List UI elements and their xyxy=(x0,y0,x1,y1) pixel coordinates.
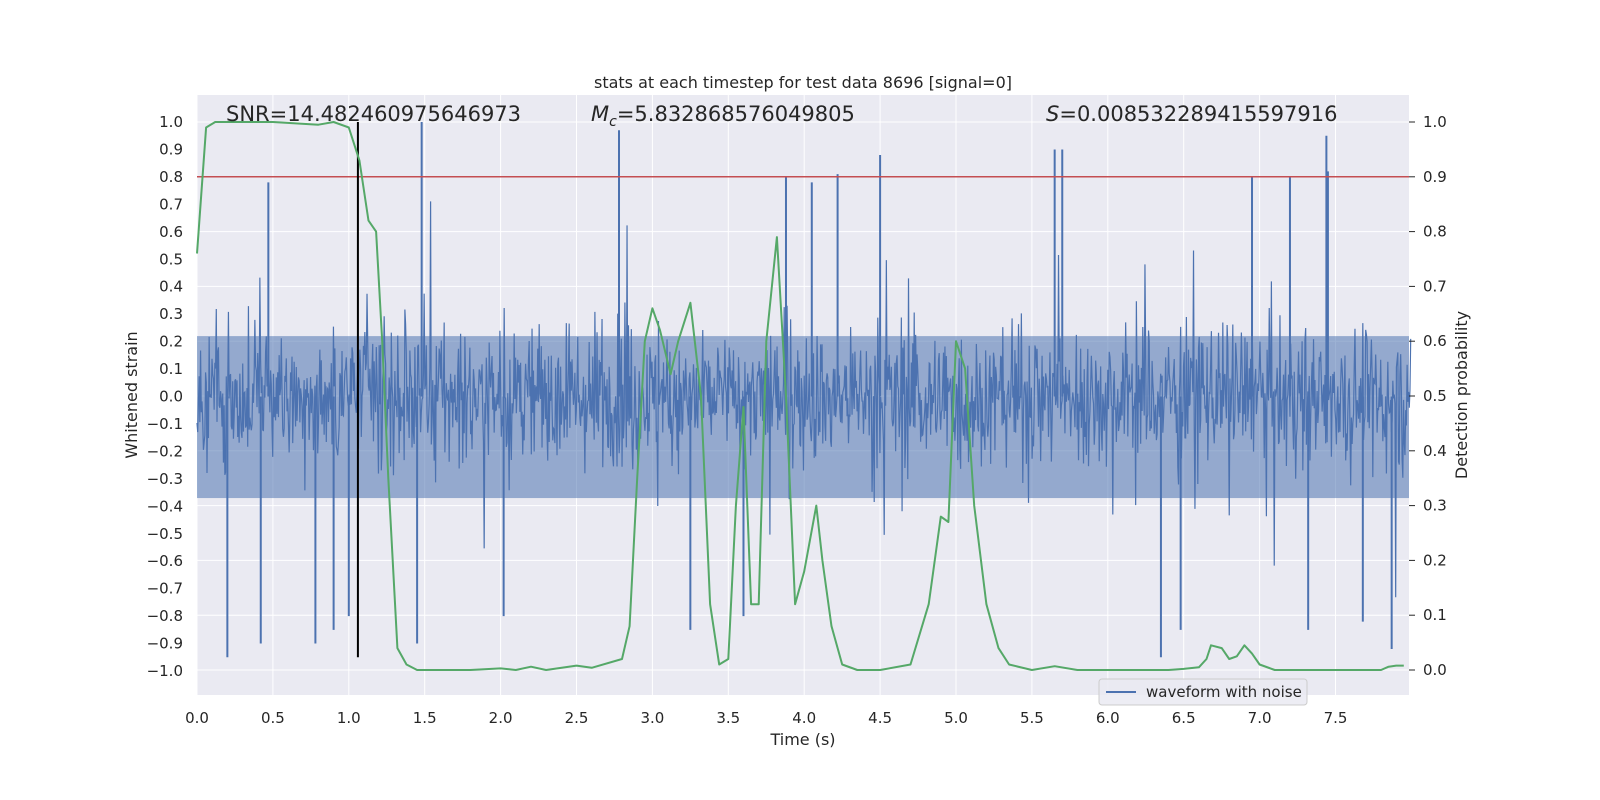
y-tick-label: 0.8 xyxy=(159,168,183,186)
x-axis-ticks: 0.0 0.5 1.0 1.5 2.0 2.5 3.0 3.5 4.0 4.5 5.0 5.5 6.0 6… xyxy=(185,709,1347,727)
x-tick-label: 4.5 xyxy=(868,709,892,727)
chirp-mass-symbol: M xyxy=(591,102,609,126)
chirp-mass-value: =5.832868576049805 xyxy=(617,102,855,126)
chirp-mass-annotation: Mc=5.832868576049805 xyxy=(591,102,855,130)
x-tick-label: 1.5 xyxy=(413,709,437,727)
snr-annotation: SNR=14.482460975646973 xyxy=(226,102,521,126)
x-tick-label: 1.0 xyxy=(337,709,361,727)
y2-tick-label: 0.0 xyxy=(1423,661,1447,679)
y-tick-label: 0.6 xyxy=(159,223,183,241)
y2-tick-label: 0.6 xyxy=(1423,332,1447,350)
x-tick-label: 5.0 xyxy=(944,709,968,727)
x-tick-label: 3.0 xyxy=(640,709,664,727)
y2-tick-label: 1.0 xyxy=(1423,113,1447,131)
y-tick-label: 0.7 xyxy=(159,195,183,213)
chart-title: stats at each timestep for test data 869… xyxy=(594,73,1012,92)
strain-dense-band xyxy=(197,336,1409,499)
chirp-mass-subscript: c xyxy=(609,114,617,130)
y2-tick-label: 0.2 xyxy=(1423,551,1447,569)
detection-probability-line xyxy=(196,121,1404,671)
x-tick-label: 6.5 xyxy=(1172,709,1196,727)
y-tick-label: 0.1 xyxy=(159,360,183,378)
x-tick-label: 7.0 xyxy=(1248,709,1272,727)
y-tick-label: 0.3 xyxy=(159,305,183,323)
y-tick-label: −1.0 xyxy=(147,662,183,680)
y-axis-label: Whitened strain xyxy=(122,331,141,458)
y2-tick-label: 0.7 xyxy=(1423,277,1447,295)
y2-tick-label: 0.4 xyxy=(1423,442,1447,460)
y-tick-label: 0.5 xyxy=(159,250,183,268)
y2-tick-label: 0.3 xyxy=(1423,497,1447,515)
legend: waveform with noise xyxy=(1098,678,1308,706)
y-tick-label: −0.8 xyxy=(147,607,183,625)
y2-tick-label: 0.1 xyxy=(1423,606,1447,624)
s-value: =0.008532289415597916 xyxy=(1059,102,1337,126)
y2-tick-label: 0.8 xyxy=(1423,223,1447,241)
y2-tick-label: 0.5 xyxy=(1423,387,1447,405)
x-tick-label: 0.0 xyxy=(185,709,209,727)
y-tick-label: −0.2 xyxy=(147,442,183,460)
y-tick-label: 0.0 xyxy=(159,388,183,406)
x-tick-label: 3.5 xyxy=(716,709,740,727)
y-tick-label: 0.2 xyxy=(159,333,183,351)
x-axis-label: Time (s) xyxy=(769,730,835,749)
y-tick-label: −0.7 xyxy=(147,580,183,598)
y2-axis-label: Detection probability xyxy=(1452,311,1471,479)
x-tick-label: 6.0 xyxy=(1096,709,1120,727)
x-tick-label: 2.5 xyxy=(565,709,589,727)
y-tick-label: −0.5 xyxy=(147,525,183,543)
y-tick-label: −0.3 xyxy=(147,470,183,488)
y-tick-label: −0.6 xyxy=(147,552,183,570)
legend-label: waveform with noise xyxy=(1146,683,1302,701)
x-tick-label: 4.0 xyxy=(792,709,816,727)
y-tick-label: 1.0 xyxy=(159,113,183,131)
x-tick-label: 5.5 xyxy=(1020,709,1044,727)
x-tick-label: 0.5 xyxy=(261,709,285,727)
y-tick-label: −0.9 xyxy=(147,635,183,653)
strain-series xyxy=(196,122,1412,658)
y-tick-label: −0.1 xyxy=(147,415,183,433)
y2-axis-ticks: 1.0 0.9 0.8 0.7 0.6 0.5 0.4 0.3 0.2 0.1 0.0 xyxy=(1409,113,1447,679)
x-tick-label: 7.5 xyxy=(1324,709,1348,727)
y-axis-ticks: 1.0 0.9 0.8 0.7 0.6 0.5 0.4 0.3 0.2 0.1 0.0 −0.1 −0.… xyxy=(147,113,183,680)
s-symbol: S xyxy=(1046,102,1059,126)
s-annotation: S=0.008532289415597916 xyxy=(1046,102,1337,126)
x-tick-label: 2.0 xyxy=(489,709,513,727)
y-tick-label: 0.4 xyxy=(159,278,183,296)
legend-box xyxy=(1098,678,1308,706)
y-tick-label: 0.9 xyxy=(159,140,183,158)
y-tick-label: −0.4 xyxy=(147,497,183,515)
y2-tick-label: 0.9 xyxy=(1423,168,1447,186)
